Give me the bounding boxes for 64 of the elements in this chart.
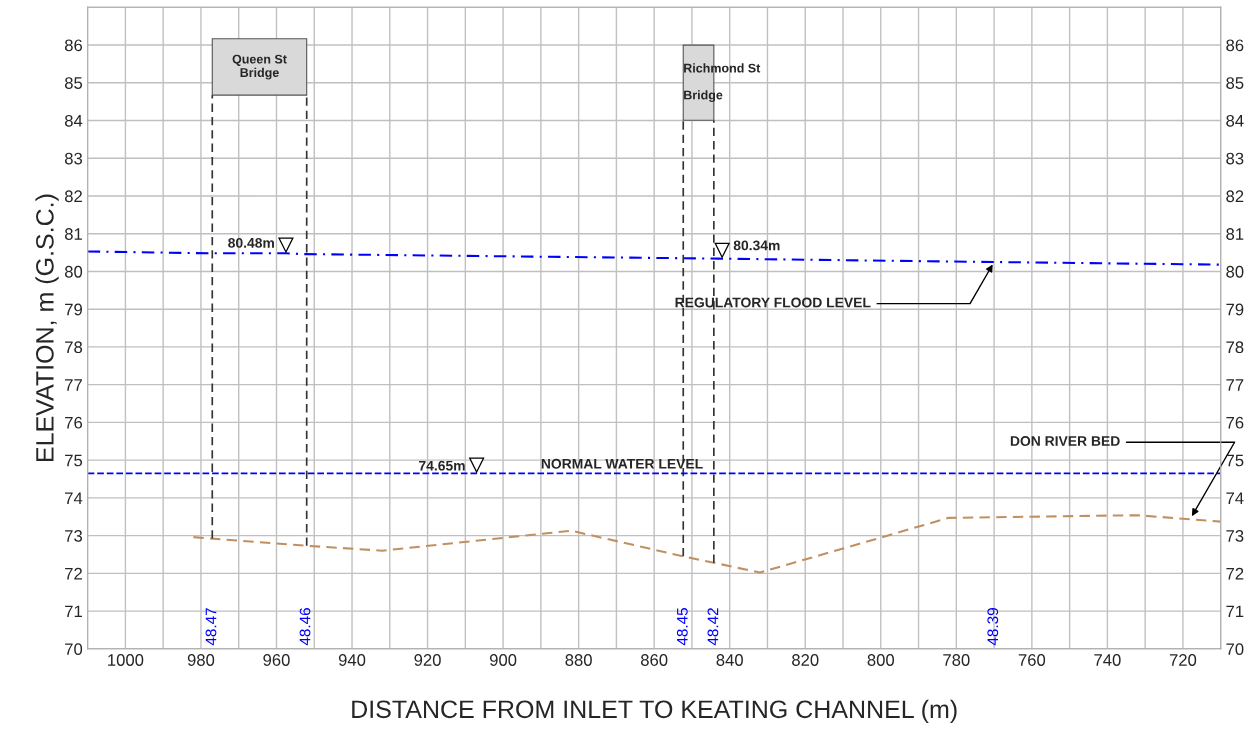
ref-line-label: NORMAL WATER LEVEL bbox=[541, 458, 703, 469]
annotation: 48.46 bbox=[299, 608, 311, 646]
y2-tick-label: 83 bbox=[1226, 152, 1244, 165]
y-tick-label: 82 bbox=[64, 190, 82, 203]
x-tick-label: 720 bbox=[1169, 654, 1197, 666]
band-label: Queen St Bridge bbox=[232, 54, 287, 80]
y2-tick-label: 86 bbox=[1226, 39, 1244, 52]
y2-tick-label: 84 bbox=[1226, 114, 1244, 127]
y2-tick-label: 77 bbox=[1226, 379, 1244, 391]
y-tick-label: 70 bbox=[65, 643, 83, 656]
annotation: 80.48m bbox=[228, 237, 274, 248]
x-axis-title: DISTANCE FROM INLET TO KEATING CHANNEL (m) bbox=[352, 699, 957, 724]
y-tick-label: 73 bbox=[65, 530, 83, 542]
annotation: 48.47 bbox=[205, 608, 217, 646]
x-tick-label: 820 bbox=[792, 654, 819, 666]
y-tick-label: 85 bbox=[64, 77, 83, 89]
x-tick-label: 1000 bbox=[108, 654, 144, 666]
x-tick-label: 840 bbox=[716, 654, 743, 666]
y2-tick-label: 70 bbox=[1226, 643, 1244, 656]
x-tick-label: 760 bbox=[1018, 654, 1046, 666]
y-tick-label: 75 bbox=[65, 454, 83, 467]
y2-tick-label: 72 bbox=[1226, 567, 1244, 580]
y2-tick-label: 78 bbox=[1226, 341, 1244, 354]
y-tick-label: 80 bbox=[64, 265, 83, 278]
y-tick-label: 74 bbox=[65, 492, 83, 504]
y2-tick-label: 71 bbox=[1226, 605, 1244, 618]
x-tick-label: 940 bbox=[338, 654, 366, 666]
x-tick-label: 880 bbox=[565, 654, 592, 666]
y-tick-label: 86 bbox=[64, 39, 83, 52]
y-tick-label: 76 bbox=[65, 416, 83, 429]
y2-tick-label: 81 bbox=[1226, 228, 1244, 240]
annotation: 48.45 bbox=[676, 608, 688, 646]
annotation: 74.65m bbox=[419, 460, 465, 471]
y2-tick-label: 79 bbox=[1226, 303, 1244, 316]
y-tick-label: 81 bbox=[64, 228, 82, 240]
annotation: 48.39 bbox=[987, 608, 999, 646]
y2-tick-label: 80 bbox=[1226, 265, 1244, 278]
y2-tick-label: 85 bbox=[1226, 77, 1244, 89]
x-tick-label: 920 bbox=[414, 654, 441, 666]
y2-tick-label: 76 bbox=[1226, 416, 1244, 429]
y2-tick-label: 74 bbox=[1226, 492, 1244, 504]
y2-tick-label: 75 bbox=[1226, 454, 1244, 467]
text: Richmond St Bridge bbox=[684, 63, 761, 102]
y-tick-label: 72 bbox=[65, 567, 82, 580]
y2-tick-label: 82 bbox=[1226, 190, 1244, 203]
y2-tick-label: 73 bbox=[1226, 530, 1244, 542]
x-tick-label: 800 bbox=[867, 654, 895, 666]
y-axis-title: ELEVATION, m (G.S.C.) bbox=[35, 194, 59, 461]
x-tick-label: 780 bbox=[943, 654, 970, 666]
x-tick-label: 900 bbox=[489, 654, 517, 666]
line-series bbox=[192, 514, 1221, 574]
x-tick-label: 980 bbox=[187, 654, 215, 666]
annotation: 48.42 bbox=[707, 608, 719, 646]
x-tick-label: 860 bbox=[640, 654, 668, 666]
annotation: DON RIVER BED bbox=[1010, 436, 1120, 446]
x-tick-label: 740 bbox=[1094, 654, 1121, 666]
y-tick-label: 77 bbox=[65, 379, 82, 391]
x-tick-label: 960 bbox=[263, 654, 290, 666]
y-tick-label: 71 bbox=[65, 605, 82, 618]
y-tick-label: 83 bbox=[64, 152, 83, 165]
y-tick-label: 84 bbox=[64, 114, 83, 127]
y-tick-label: 79 bbox=[65, 303, 82, 316]
y-tick-label: 78 bbox=[65, 341, 83, 354]
annotation: 80.34m bbox=[733, 240, 780, 251]
